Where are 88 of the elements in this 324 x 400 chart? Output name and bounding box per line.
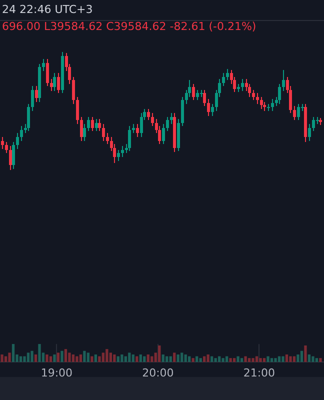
- bar: [312, 356, 314, 362]
- bar: [30, 350, 34, 362]
- bar: [180, 352, 184, 362]
- bar: [166, 356, 168, 362]
- bar: [124, 356, 127, 362]
- bar: [274, 358, 277, 362]
- bar: [229, 358, 232, 362]
- bar: [252, 358, 254, 362]
- bar: [158, 345, 161, 362]
- bar: [143, 356, 146, 362]
- bar: [218, 356, 221, 362]
- bar: [270, 358, 274, 362]
- bar: [139, 354, 142, 362]
- bar: [34, 354, 38, 362]
- bar: [173, 352, 176, 362]
- bar: [206, 354, 210, 362]
- bar: [300, 350, 304, 362]
- bar: [248, 358, 251, 362]
- bar: [266, 356, 270, 362]
- bar: [120, 354, 124, 362]
- bar: [244, 356, 247, 362]
- bar: [49, 356, 52, 362]
- bar: [8, 352, 11, 362]
- bar: [192, 358, 194, 362]
- bar: [214, 358, 217, 362]
- bar: [60, 350, 64, 362]
- text: 696.00 L39584.62 C39584.62 -82.61 (-0.21%): [2, 20, 256, 33]
- bar: [169, 356, 172, 362]
- bar: [113, 354, 116, 362]
- bar: [109, 352, 112, 362]
- bar: [68, 352, 71, 362]
- bar: [86, 352, 90, 362]
- bar: [176, 354, 180, 362]
- bar: [72, 354, 75, 362]
- bar: [26, 352, 30, 362]
- bar: [23, 356, 26, 362]
- bar: [202, 356, 206, 362]
- bar: [76, 356, 78, 362]
- bar: [319, 358, 322, 362]
- bar: [0, 354, 4, 362]
- bar: [240, 358, 244, 362]
- bar: [308, 354, 311, 362]
- bar: [83, 350, 86, 362]
- bar: [116, 356, 120, 362]
- bar: [304, 345, 307, 362]
- bar: [98, 356, 101, 362]
- bar: [236, 356, 240, 362]
- bar: [12, 344, 15, 362]
- bar: [64, 349, 68, 362]
- bar: [292, 356, 296, 362]
- bar: [225, 356, 228, 362]
- text: 24 22:46 UTC+3: [2, 2, 93, 16]
- bar: [196, 356, 198, 362]
- bar: [184, 354, 187, 362]
- bar: [4, 356, 8, 362]
- bar: [259, 358, 262, 362]
- bar: [56, 352, 60, 362]
- bar: [262, 358, 266, 362]
- x-tick-label: 20:00: [142, 366, 174, 380]
- bar: [199, 358, 202, 362]
- bar: [106, 349, 108, 362]
- bar: [150, 356, 154, 362]
- bar: [90, 356, 94, 362]
- bar: [210, 356, 214, 362]
- bar: [232, 358, 236, 362]
- bar: [278, 356, 281, 362]
- x-tick-label: 21:00: [243, 366, 276, 380]
- bar: [128, 352, 131, 362]
- bar: [255, 356, 258, 362]
- bar: [289, 356, 292, 362]
- bar: [188, 356, 191, 362]
- bar: [94, 354, 98, 362]
- bar: [146, 354, 150, 362]
- x-tick-label: 19:00: [40, 366, 73, 380]
- bar: [46, 354, 48, 362]
- bar: [132, 354, 134, 362]
- bar: [296, 354, 300, 362]
- bar: [53, 354, 56, 362]
- bar: [315, 358, 318, 362]
- bar: [79, 354, 82, 362]
- bar: [136, 356, 138, 362]
- bar: [102, 352, 105, 362]
- bar: [19, 356, 22, 362]
- bar: [222, 358, 224, 362]
- bar: [282, 356, 284, 362]
- bar: [162, 354, 164, 362]
- bar: [285, 354, 288, 362]
- bar: [38, 344, 41, 362]
